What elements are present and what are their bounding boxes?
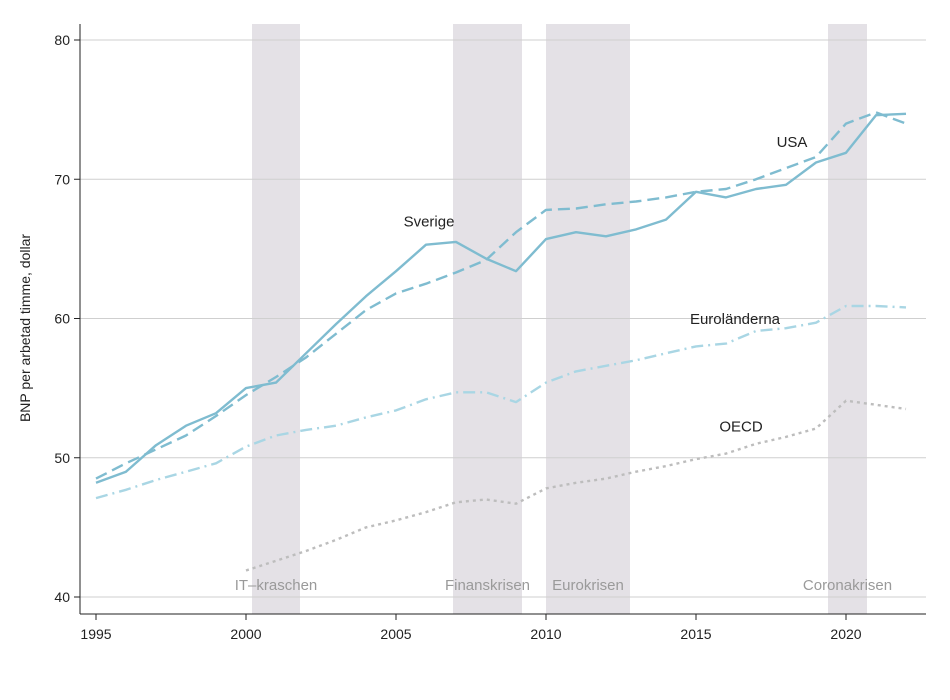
axes: 40 50 60 70 80 1995 2000 2005 2010 2015 2020 [54, 24, 926, 642]
x-tick-label-2020: 2020 [830, 626, 861, 642]
series-labels: Sverige USA Euroländerna OECD [404, 134, 808, 435]
y-tick-label-40: 40 [54, 589, 70, 605]
y-tick-label-70: 70 [54, 171, 70, 187]
crisis-label-coronakrisen: Coronakrisen [803, 577, 892, 594]
series-line-sverige [95, 112, 907, 484]
series-line-oecd [245, 399, 907, 572]
gridlines [80, 39, 926, 598]
crisis-label-it-kraschen: IT–kraschen [235, 577, 318, 594]
y-tick-label-80: 80 [54, 32, 70, 48]
x-tick-label-1995: 1995 [80, 626, 111, 642]
series-label-usa: USA [777, 134, 808, 151]
crisis-label-finanskrisen: Finanskrisen [445, 577, 530, 594]
series-line-eurola-nderna [95, 304, 907, 500]
x-tick-label-2000: 2000 [230, 626, 261, 642]
series-lines [95, 111, 907, 572]
series-line-usa [95, 111, 907, 480]
series-label-oecd: OECD [719, 418, 763, 435]
y-axis-title: BNP per arbetad timme, dollar [17, 234, 33, 422]
y-tick-label-50: 50 [54, 450, 70, 466]
series-label-sverige: Sverige [404, 214, 455, 231]
series-label-eurola-nderna: Euroländerna [690, 311, 781, 328]
crisis-labels: IT–kraschen Finanskrisen Eurokrisen Coronak… [235, 577, 892, 594]
y-tick-label-60: 60 [54, 311, 70, 327]
x-tick-label-2005: 2005 [380, 626, 411, 642]
x-tick-label-2010: 2010 [530, 626, 561, 642]
crisis-label-eurokrisen: Eurokrisen [552, 577, 624, 594]
x-tick-label-2015: 2015 [680, 626, 711, 642]
